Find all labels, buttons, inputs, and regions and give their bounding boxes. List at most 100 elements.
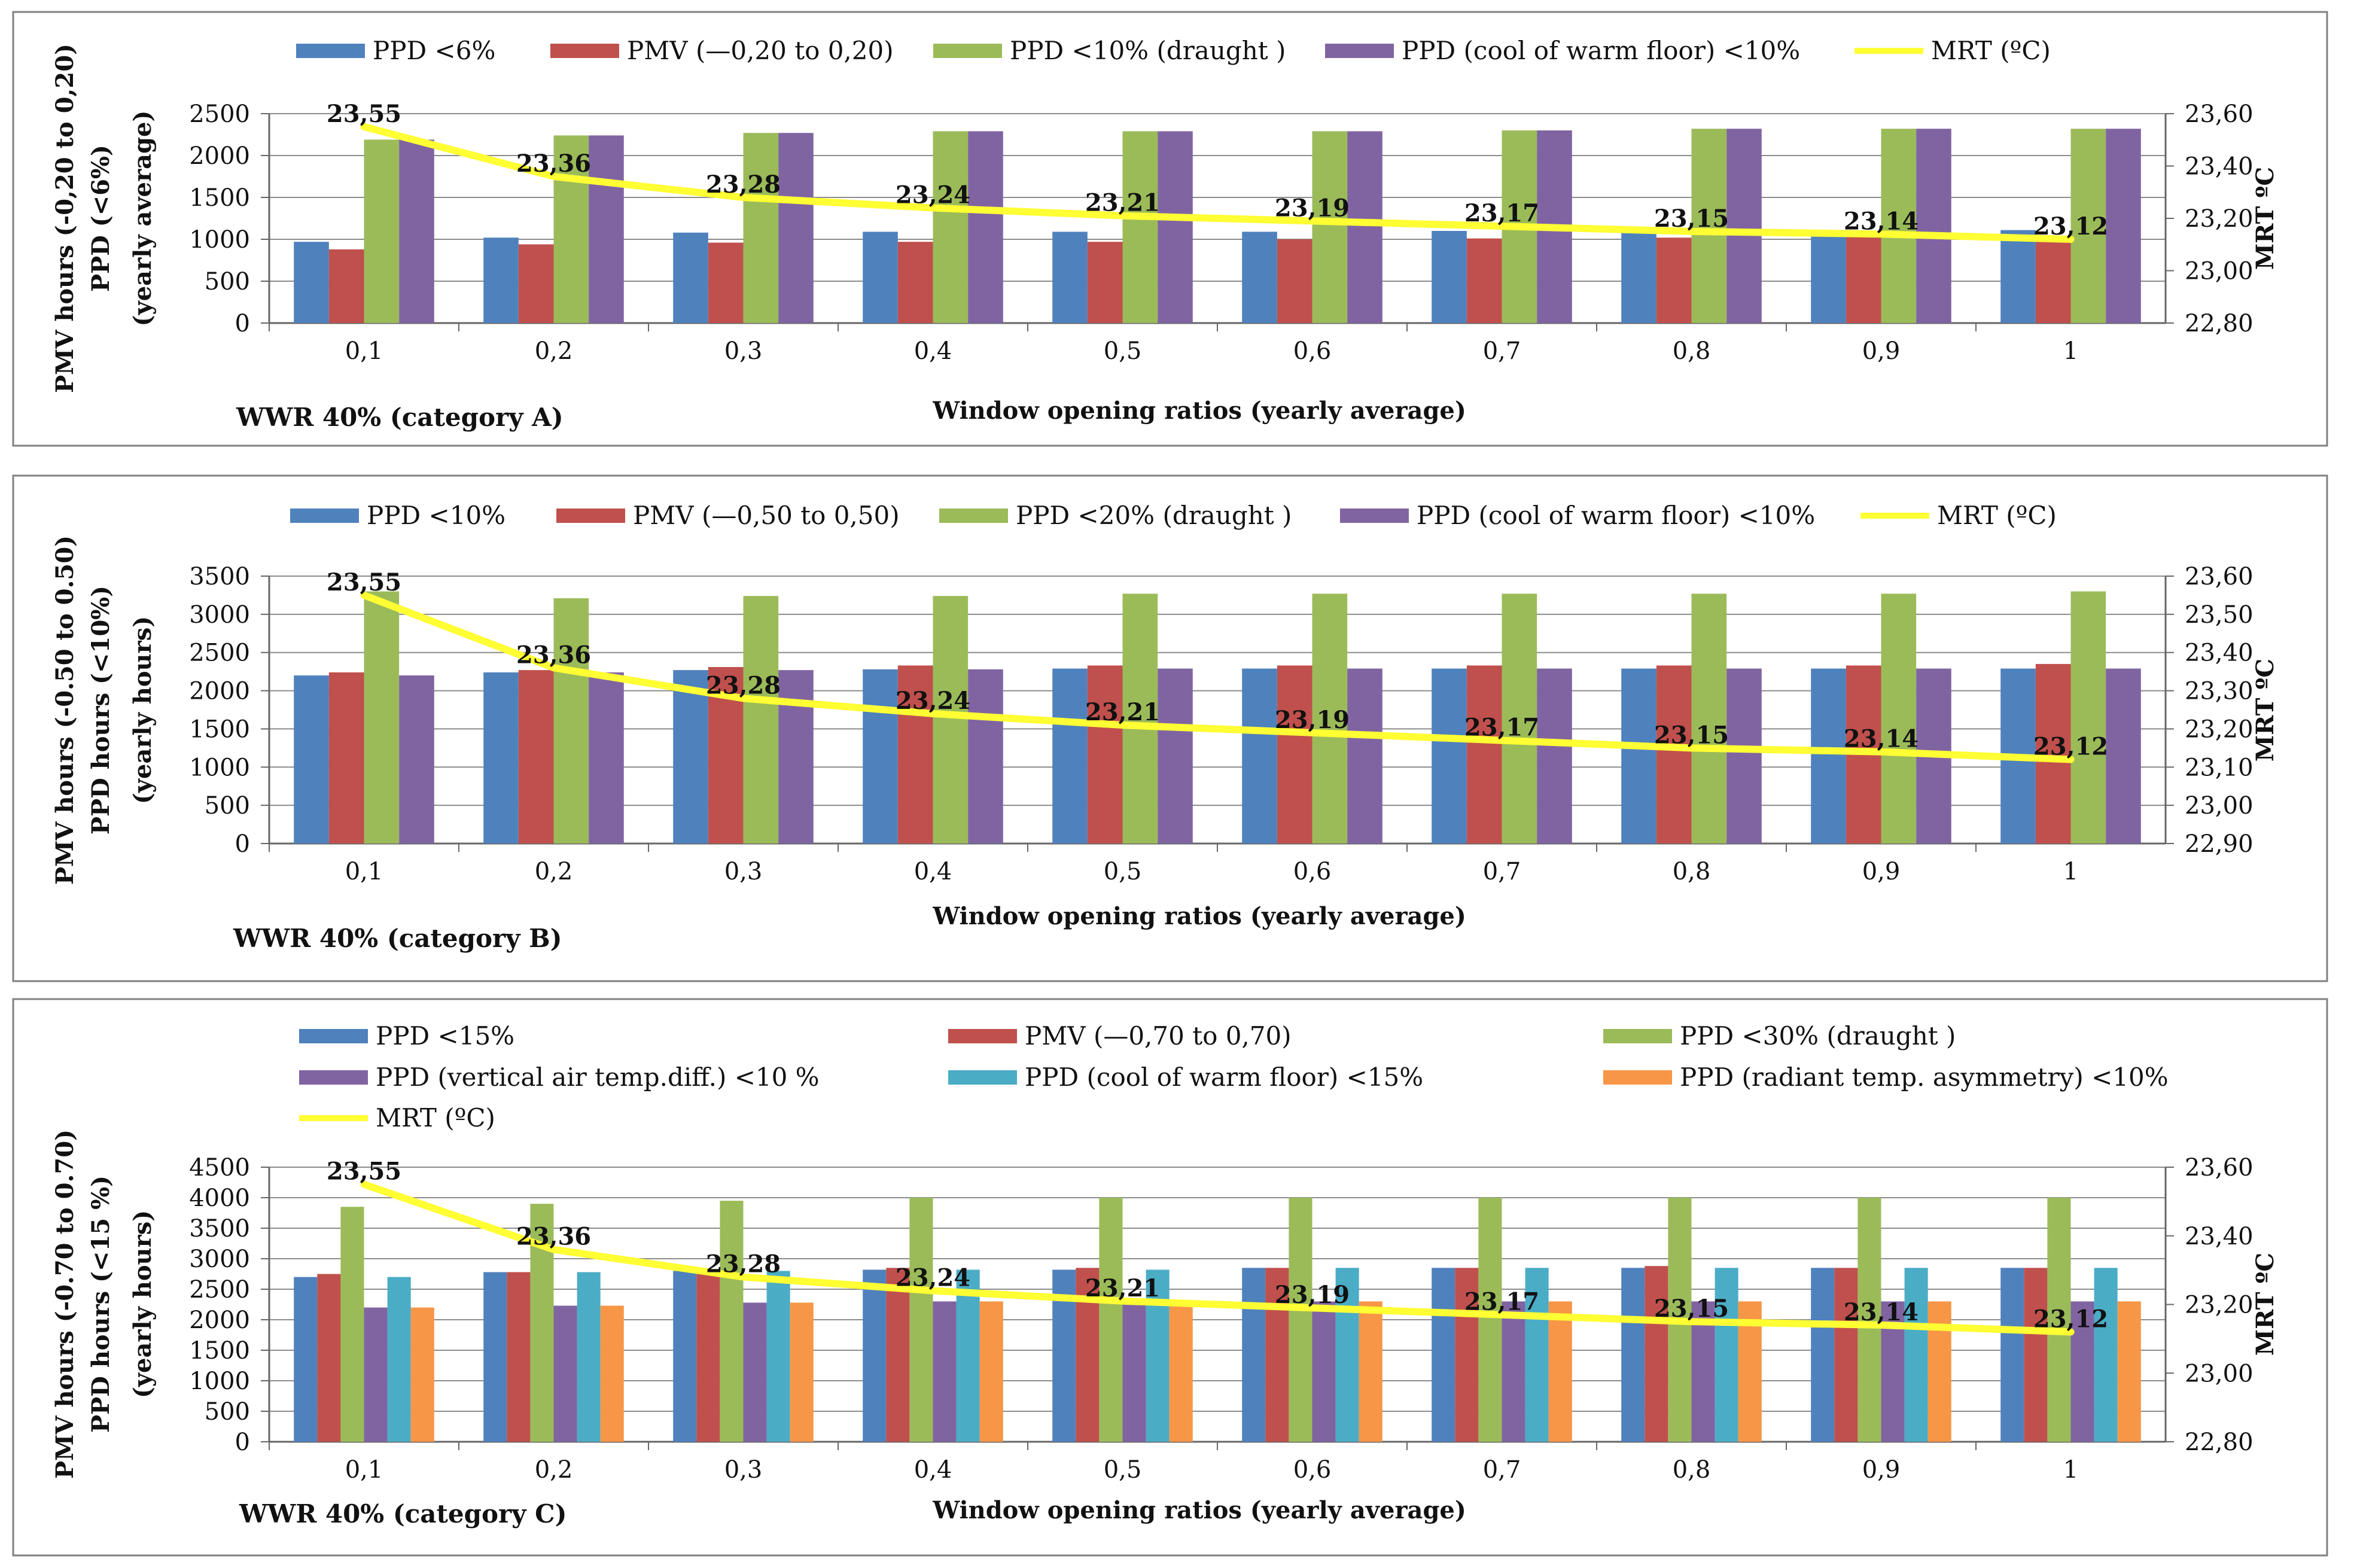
mrt-data-label: 23,21 — [1085, 698, 1160, 726]
bar-blue — [1052, 668, 1088, 844]
chart-panel-3: 0 500 1000 1500 2000 2500 3000 3500 4000 4500 22,8… — [12, 998, 2328, 1557]
bar-red — [317, 1274, 341, 1442]
bar-orange — [2117, 1301, 2141, 1442]
y-tick-label: 500 — [205, 792, 250, 820]
chart-panel-1: 0 500 1000 1500 2000 2500 22,80 23,00 23,20 23,40… — [12, 11, 2328, 447]
x-tick-label: 1 — [2063, 337, 2078, 365]
x-tick-label: 0,8 — [1673, 858, 1711, 885]
x-tick-label: 0,6 — [1293, 337, 1332, 365]
x-tick-label: 0,7 — [1483, 858, 1521, 885]
bar-cyan — [1146, 1269, 1170, 1442]
mrt-data-label: 23,36 — [516, 641, 591, 669]
bar-red — [1265, 1268, 1289, 1442]
x-tick-label: 0,4 — [914, 337, 952, 365]
bar-green — [909, 1198, 933, 1442]
y2-tick-label: 23,40 — [2185, 1223, 2254, 1250]
bar-purple — [589, 672, 624, 844]
legend-swatch — [550, 44, 619, 58]
x-tick-label: 0,5 — [1104, 337, 1142, 365]
y2-tick-label: 23,60 — [2185, 1154, 2254, 1182]
mrt-data-label: 23,24 — [896, 1264, 970, 1292]
bar-green — [364, 139, 400, 323]
mrt-data-label: 23,17 — [1464, 714, 1539, 742]
bar-red — [1656, 665, 1692, 844]
x-axis-title: Window opening ratios (yearly average) — [932, 902, 1466, 930]
x-tick-label: 1 — [2063, 858, 2078, 885]
mrt-data-label: 23,19 — [1275, 194, 1350, 222]
mrt-data-label: 23,14 — [1844, 1298, 1919, 1326]
bar-blue — [1432, 1268, 1455, 1442]
mrt-data-label: 23,14 — [1844, 725, 1919, 753]
y2-tick-label: 23,30 — [2185, 678, 2254, 705]
legend-label: PMV (—0,20 to 0,20) — [627, 36, 894, 65]
y2-tick-label: 23,60 — [2185, 101, 2254, 128]
bar-red — [1277, 665, 1313, 844]
bar-blue — [1621, 231, 1656, 323]
y-tick-label: 0 — [235, 310, 250, 337]
mrt-data-label: 23,15 — [1654, 721, 1729, 749]
bar-blue — [1432, 668, 1467, 844]
bar-red — [2035, 236, 2071, 323]
y-tick-label: 0 — [235, 830, 250, 858]
bar-green — [1691, 129, 1727, 323]
legend-label: PPD <20% (draught ) — [1016, 501, 1292, 530]
y-tick-label: 500 — [205, 1398, 250, 1426]
bar-cyan — [2094, 1268, 2118, 1442]
legend-swatch — [299, 1070, 368, 1085]
bar-green — [1289, 1198, 1313, 1442]
bar-green — [933, 596, 969, 844]
y-axis-title: (yearly average) — [129, 111, 157, 327]
bar-purple — [1122, 1301, 1146, 1442]
bar-green — [1502, 593, 1537, 844]
bar-orange — [1169, 1301, 1193, 1442]
bar-purple — [1347, 668, 1382, 844]
bar-red — [328, 249, 364, 323]
bar-purple — [778, 133, 814, 323]
x-tick-label: 0,4 — [914, 1456, 952, 1484]
bar-purple — [399, 675, 434, 844]
bar-purple — [1158, 131, 1193, 323]
chart-panel-2: 0 500 1000 1500 2000 2500 3000 3500 22,90 23,00 23… — [12, 474, 2328, 982]
bar-red — [518, 670, 554, 844]
y2-axis-title: MRT ºC — [2251, 659, 2279, 762]
x-tick-label: 0,9 — [1862, 337, 1901, 365]
bar-orange — [790, 1302, 814, 1442]
mrt-data-label: 23,21 — [1085, 1274, 1160, 1302]
bar-purple — [2106, 129, 2141, 323]
bar-purple — [553, 1305, 577, 1442]
y-tick-label: 2000 — [189, 142, 250, 170]
y2-axis-title: MRT ºC — [2251, 167, 2279, 270]
bar-red — [1087, 242, 1123, 323]
bar-cyan — [387, 1277, 411, 1442]
y-axis-title: PMV hours (-0,20 to 0,20) — [51, 44, 79, 393]
bar-blue — [1242, 1268, 1266, 1442]
y2-tick-label: 23,10 — [2185, 754, 2254, 781]
x-tick-label: 0,9 — [1862, 1456, 1901, 1484]
mrt-data-label: 23,24 — [896, 181, 970, 209]
bar-orange — [1548, 1301, 1572, 1442]
legend-label: PPD (cool of warm floor) <15% — [1025, 1062, 1423, 1092]
bar-purple — [743, 1302, 767, 1442]
bar-purple — [1916, 129, 1951, 323]
bar-green — [553, 135, 589, 323]
y-tick-label: 1000 — [189, 754, 250, 781]
bar-blue — [2000, 1268, 2024, 1442]
legend-label: PMV (—0,50 to 0,50) — [633, 501, 900, 530]
bar-purple — [968, 131, 1003, 323]
y-tick-label: 3000 — [189, 601, 250, 629]
bar-orange — [600, 1305, 624, 1442]
bar-red — [897, 242, 933, 323]
bar-blue — [1432, 231, 1467, 323]
bar-purple — [778, 670, 814, 844]
legend-label: PMV (—0,70 to 0,70) — [1025, 1021, 1292, 1051]
legend-label: PPD <10% — [367, 501, 505, 530]
bar-blue — [1811, 231, 1846, 323]
legend-swatch — [299, 1029, 368, 1043]
bar-red — [886, 1268, 910, 1442]
y2-tick-label: 22,80 — [2185, 1429, 2254, 1456]
mrt-data-label: 23,19 — [1275, 706, 1350, 734]
bar-green — [2047, 1198, 2071, 1442]
bar-green — [720, 1201, 744, 1442]
bar-green — [1312, 593, 1348, 844]
y-axis-title: PPD hours (<10%) — [87, 586, 115, 835]
